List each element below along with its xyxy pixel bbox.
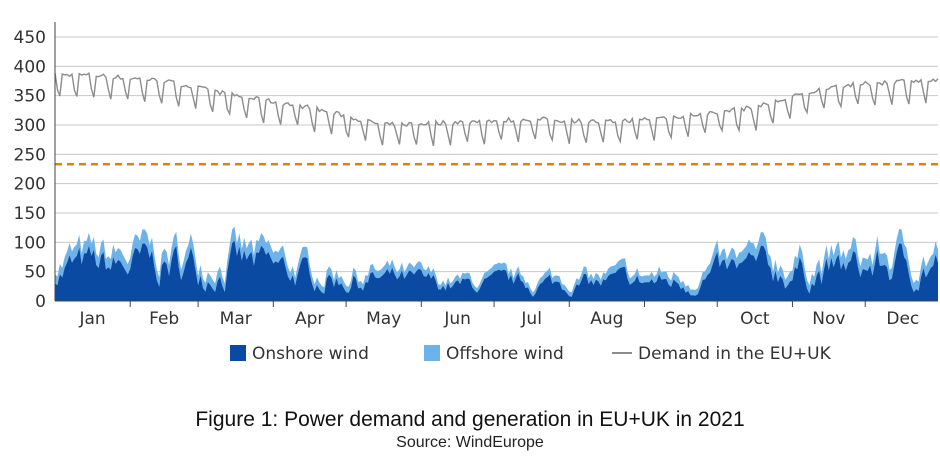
legend: Onshore wind Offshore wind Demand in the E… xyxy=(230,344,832,364)
caption: Figure 1: Power demand and generation in… xyxy=(0,408,940,452)
chart: 0 50 100 150 200 250 300 350 400 450 Jan Feb Mar Apr… xyxy=(14,22,939,364)
y-tick-label-0: 0 xyxy=(35,292,46,312)
legend-swatch-offshore-wind xyxy=(424,345,440,361)
x-tick-label-dec: Dec xyxy=(886,309,919,329)
x-tick-label-feb: Feb xyxy=(149,309,179,329)
y-tick-label-200: 200 xyxy=(14,175,46,195)
y-tick-label-100: 100 xyxy=(14,233,46,253)
y-tick-label-150: 150 xyxy=(14,204,46,224)
x-tick-label-nov: Nov xyxy=(812,309,845,329)
y-tick-label-300: 300 xyxy=(14,116,46,136)
x-tick-label-jul: Jul xyxy=(520,309,542,329)
demand-line xyxy=(54,72,939,147)
axes xyxy=(54,22,938,302)
x-tick-label-oct: Oct xyxy=(740,309,770,329)
onshore-wind-area xyxy=(55,240,938,301)
legend-label-onshore-wind: Onshore wind xyxy=(252,344,369,364)
legend-swatch-onshore-wind xyxy=(230,345,246,361)
demand-series xyxy=(54,72,939,147)
legend-label-offshore-wind: Offshore wind xyxy=(446,344,564,364)
y-tick-label-450: 450 xyxy=(14,28,46,48)
x-tick-label-jan: Jan xyxy=(78,309,105,329)
grid-lines xyxy=(55,36,938,273)
x-tick-label-jun: Jun xyxy=(443,309,471,329)
y-axis-ticks: 0 50 100 150 200 250 300 350 400 450 xyxy=(14,28,46,312)
chart-source: Source: WindEurope xyxy=(396,434,544,451)
offshore-wind-area xyxy=(55,226,938,297)
x-tick-label-aug: Aug xyxy=(590,309,623,329)
y-tick-label-50: 50 xyxy=(24,263,46,283)
x-axis-ticks: Jan Feb Mar Apr May Jun Jul Aug Sep Oct Nov Dec xyxy=(78,301,919,329)
x-tick-label-apr: Apr xyxy=(295,309,324,329)
wind-areas xyxy=(55,226,938,301)
y-tick-label-250: 250 xyxy=(14,145,46,165)
x-tick-label-may: May xyxy=(366,309,401,329)
x-tick-label-sep: Sep xyxy=(665,309,697,329)
chart-title: Figure 1: Power demand and generation in… xyxy=(195,408,745,431)
legend-label-demand-in-the-eu-uk: Demand in the EU+UK xyxy=(638,344,832,364)
y-tick-label-350: 350 xyxy=(14,87,46,107)
y-tick-label-400: 400 xyxy=(14,57,46,77)
x-tick-label-mar: Mar xyxy=(220,309,252,329)
